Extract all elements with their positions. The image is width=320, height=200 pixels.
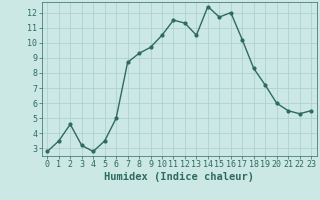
X-axis label: Humidex (Indice chaleur): Humidex (Indice chaleur) bbox=[104, 172, 254, 182]
